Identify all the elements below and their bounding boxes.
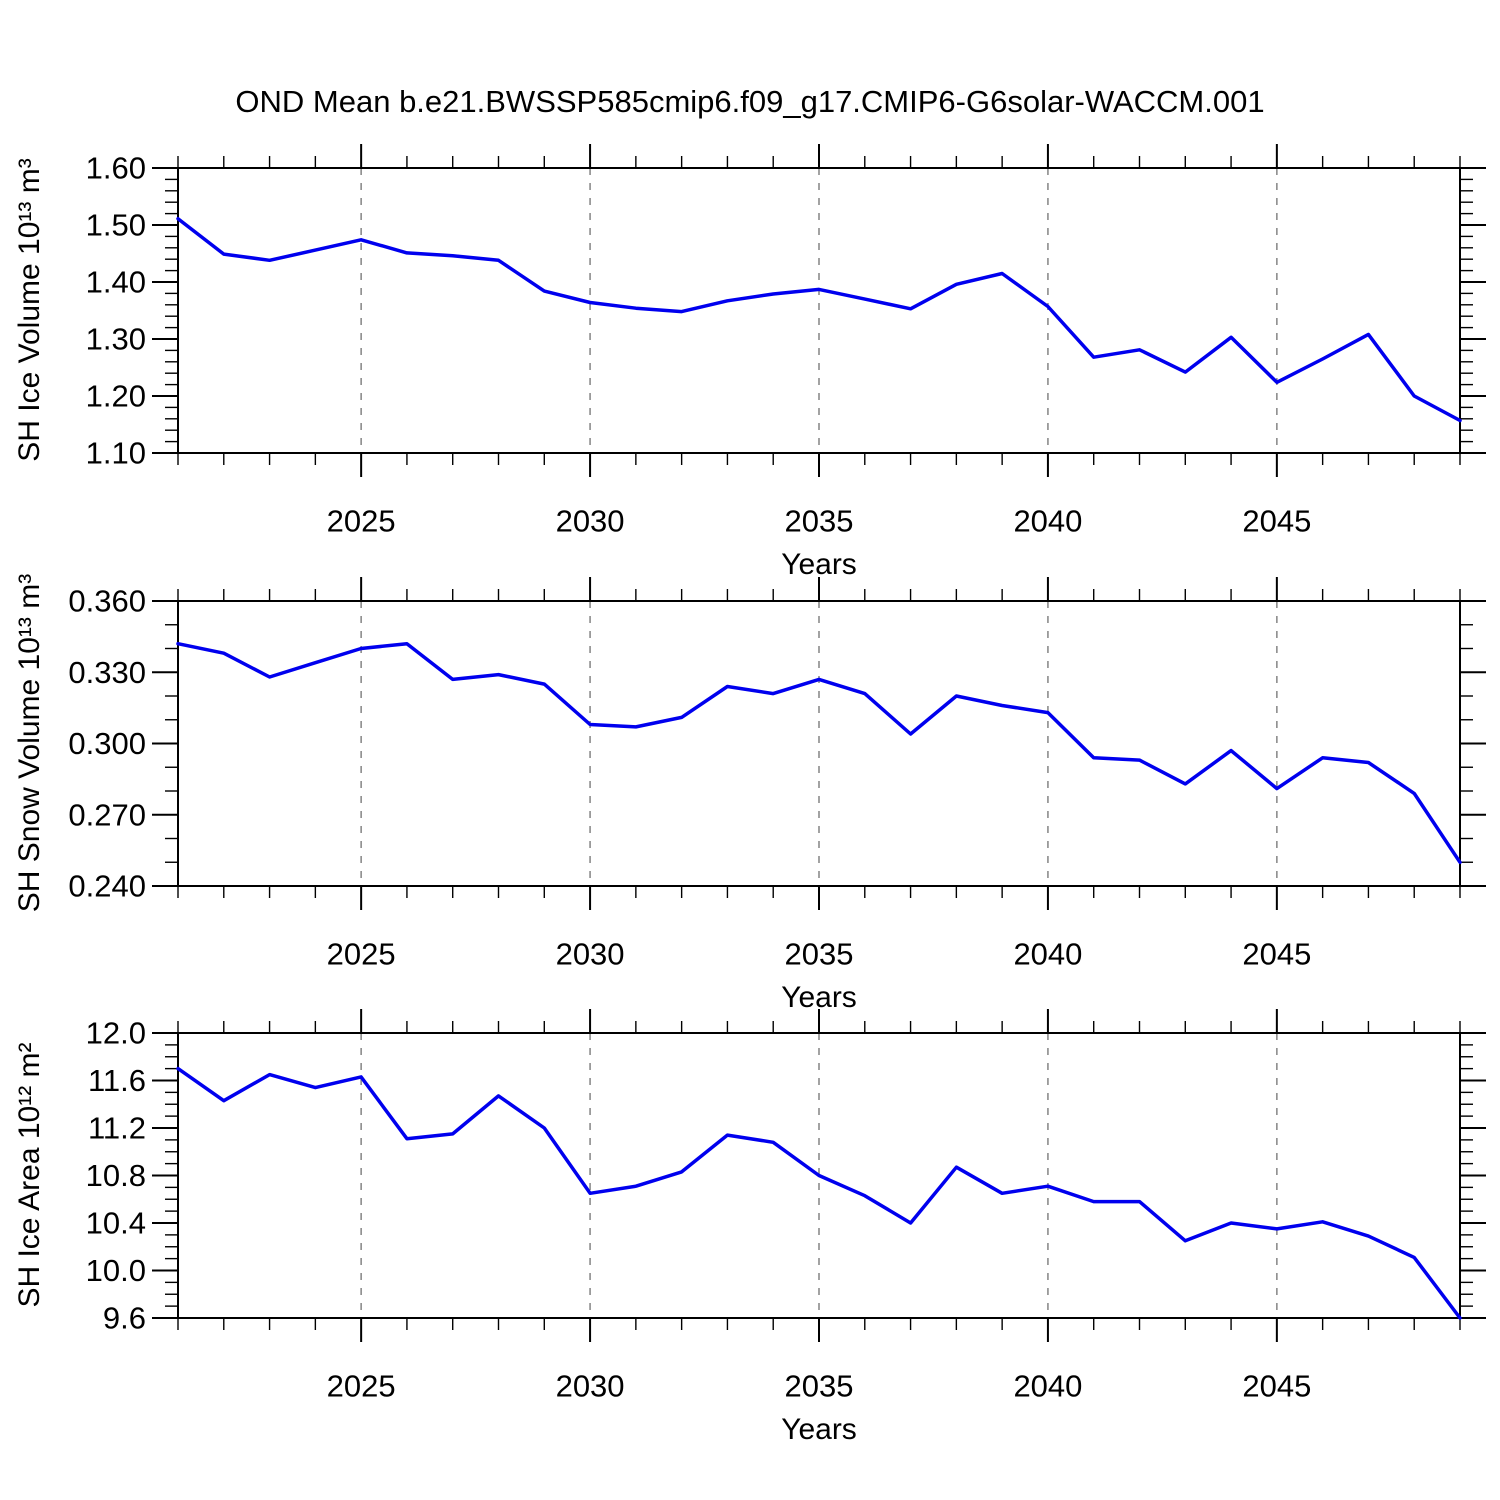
y-tick-label: 10.0 (86, 1253, 146, 1288)
panel-1: 0.240 0.270 0.300 0.330 0.360 2025 2030 2035 204… (68, 577, 1486, 972)
y-tick-label: 10.8 (86, 1158, 146, 1193)
series-line (176, 1066, 1462, 1320)
series-line (176, 641, 1462, 865)
y-tick-label: 1.20 (86, 379, 146, 414)
panel-2: 9.6 10.0 10.4 10.8 11.2 11.6 12.0 2025 2030 2035 2… (86, 1009, 1486, 1404)
y-tick-label: 1.60 (86, 151, 146, 186)
y-tick-label: 0.270 (68, 797, 146, 832)
y-tick-label: 0.240 (68, 869, 146, 904)
y-axis-title-ice-area: SH Ice Area 10¹² m² (13, 1042, 46, 1308)
x-tick-label: 2035 (785, 1369, 854, 1404)
x-tick-label: 2045 (1242, 1369, 1311, 1404)
y-tick-label: 0.300 (68, 726, 146, 761)
x-axis-title-panel-1: Years (781, 548, 857, 581)
x-tick-label: 2040 (1013, 504, 1082, 539)
y-tick-label: 11.2 (88, 1111, 146, 1146)
x-tick-label: 2045 (1242, 937, 1311, 972)
x-tick-label: 2030 (556, 937, 625, 972)
y-tick-label: 0.360 (68, 584, 146, 619)
x-tick-label: 2035 (785, 937, 854, 972)
x-axis-title-panel-2: Years (781, 981, 857, 1014)
y-tick-label: 1.30 (86, 322, 146, 357)
y-tick-label: 0.330 (68, 655, 146, 690)
y-tick-label: 10.4 (86, 1206, 146, 1241)
x-tick-label: 2035 (785, 504, 854, 539)
x-axis-title-panel-3: Years (781, 1413, 857, 1446)
x-tick-label: 2030 (556, 504, 625, 539)
y-tick-label: 12.0 (86, 1016, 146, 1051)
x-tick-label: 2040 (1013, 937, 1082, 972)
y-tick-label: 1.40 (86, 265, 146, 300)
x-tick-label: 2045 (1242, 504, 1311, 539)
x-tick-label: 2025 (327, 937, 396, 972)
panel-0: 1.10 1.20 1.30 1.40 1.50 1.60 2025 2030 2035 2040… (86, 144, 1486, 539)
y-tick-label: 11.6 (88, 1063, 146, 1098)
x-tick-label: 2025 (327, 1369, 396, 1404)
x-tick-label: 2030 (556, 1369, 625, 1404)
y-tick-label: 9.6 (103, 1301, 146, 1336)
y-tick-label: 1.50 (86, 208, 146, 243)
y-tick-label: 1.10 (86, 436, 146, 471)
x-tick-label: 2025 (327, 504, 396, 539)
x-tick-label: 2040 (1013, 1369, 1082, 1404)
series-line (176, 216, 1462, 423)
figure-title: OND Mean b.e21.BWSSP585cmip6.f09_g17.CMI… (235, 84, 1265, 119)
